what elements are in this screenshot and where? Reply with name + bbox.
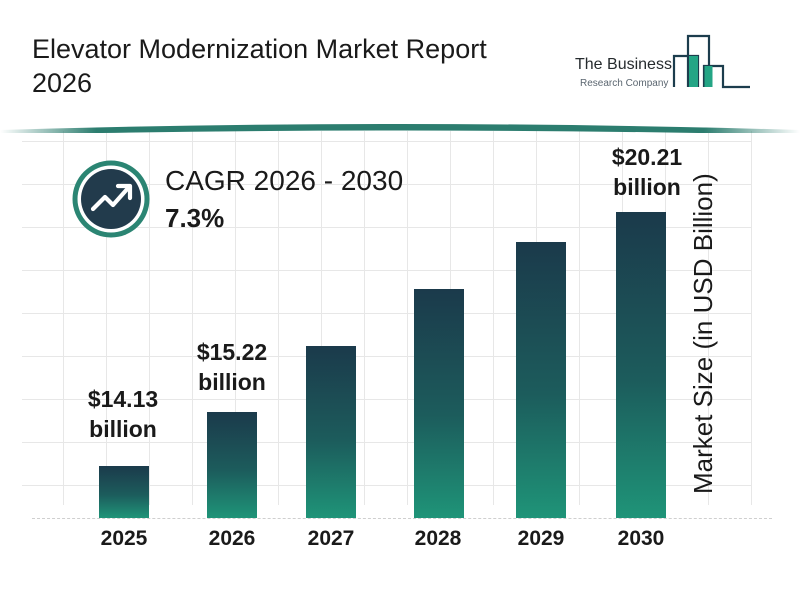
svg-text:The Business: The Business xyxy=(575,56,672,73)
svg-text:Research Company: Research Company xyxy=(580,78,668,89)
